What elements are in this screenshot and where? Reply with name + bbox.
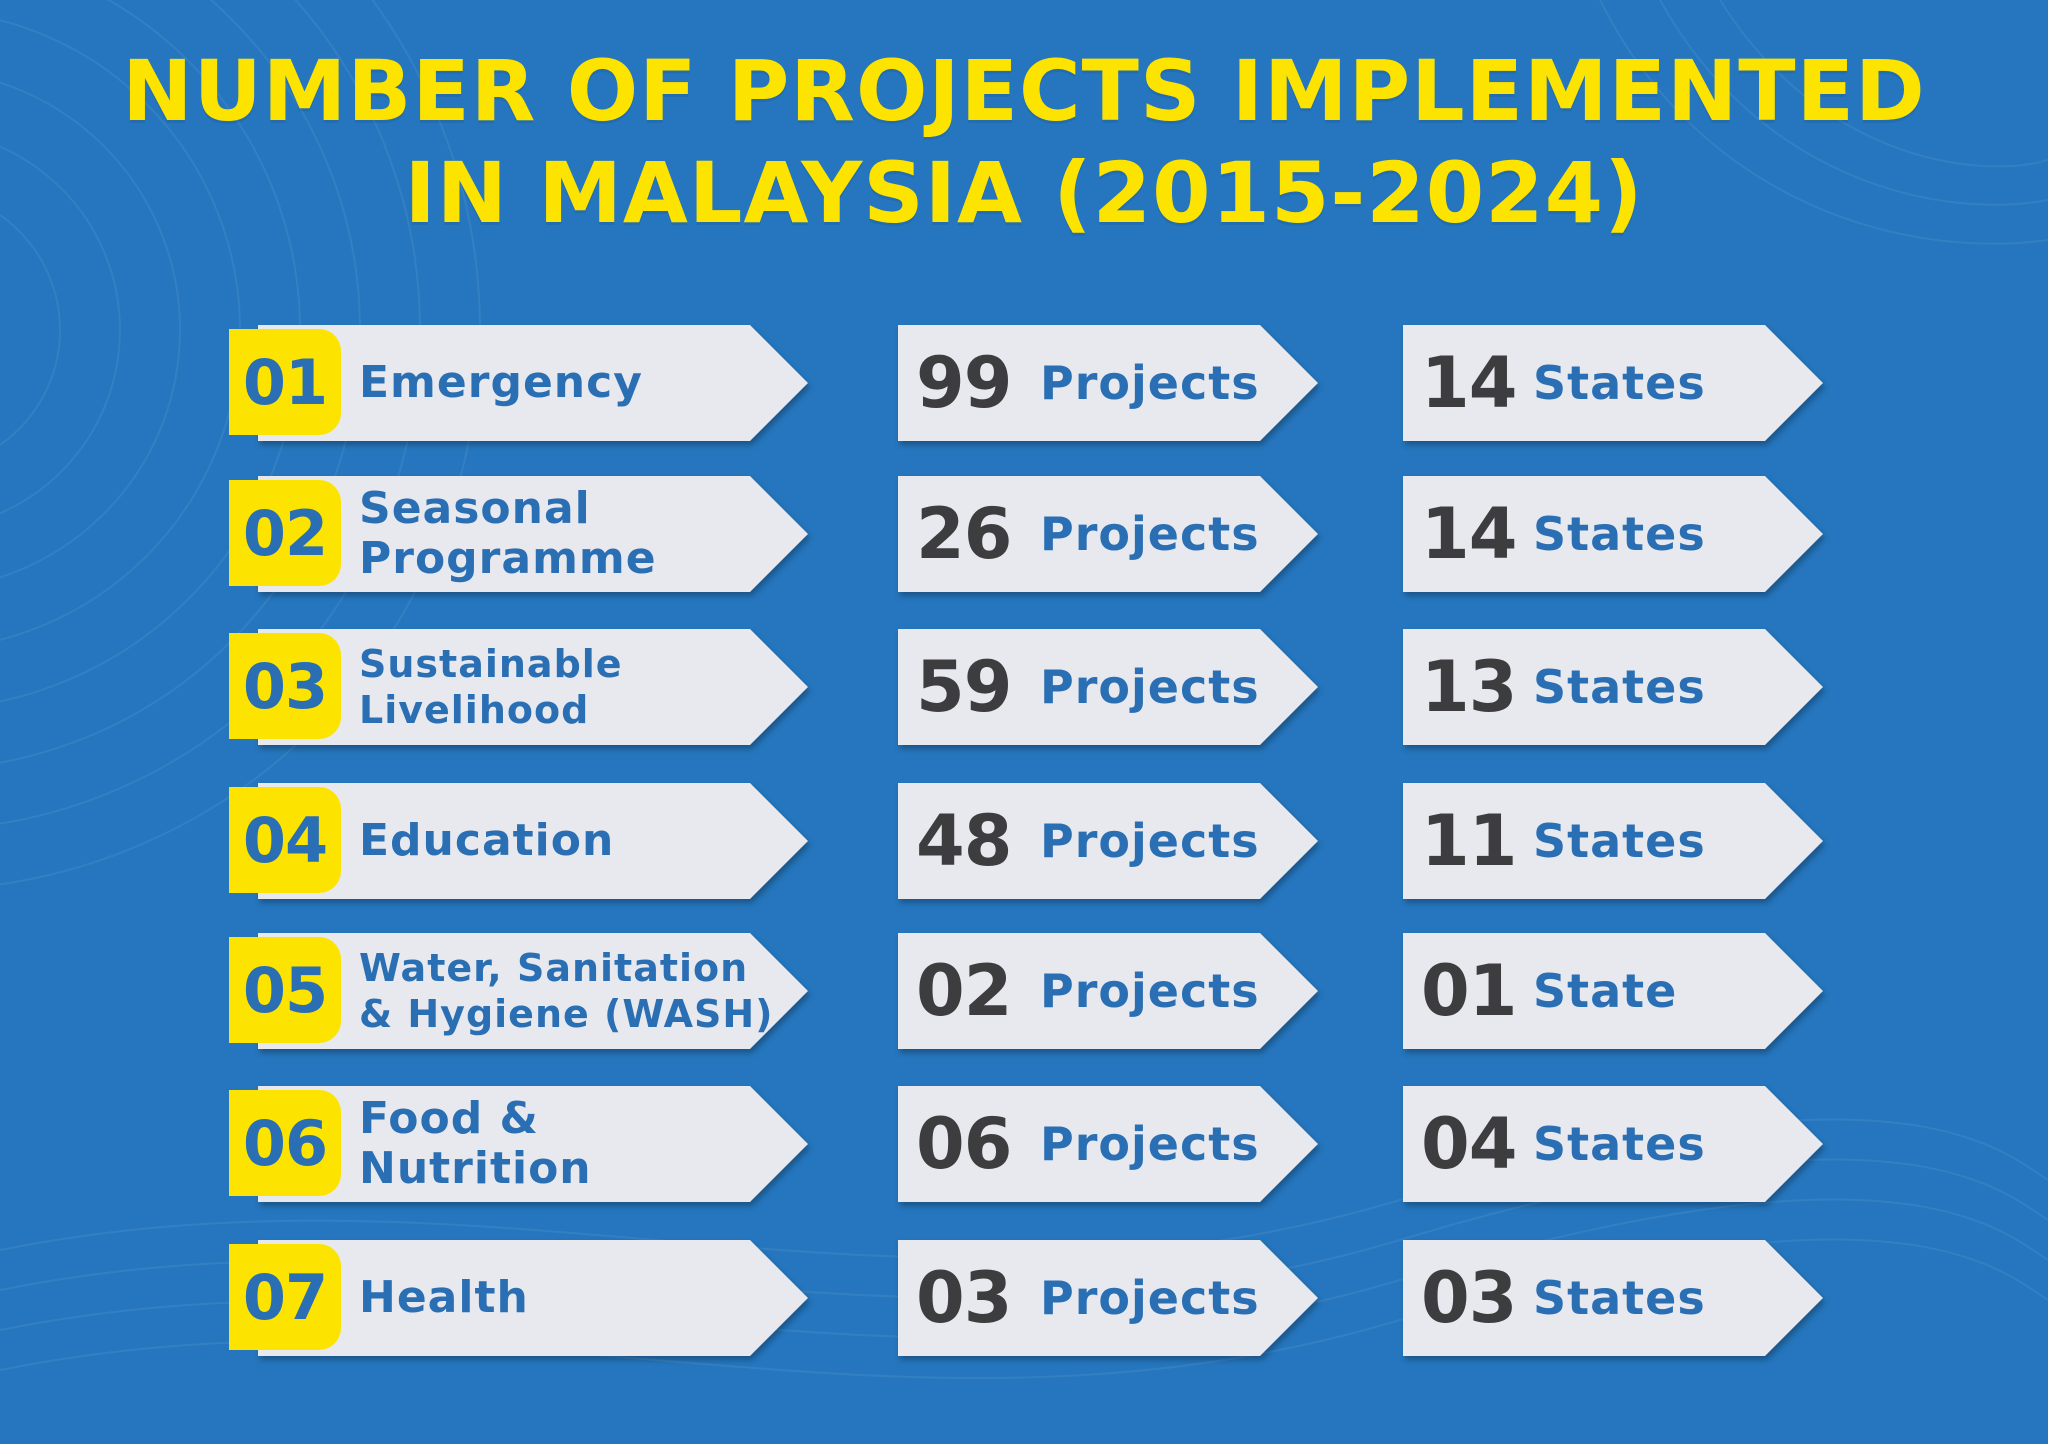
category-number-badge: 03 xyxy=(229,633,341,739)
arrow-shape xyxy=(898,933,1318,1049)
states-unit-label: States xyxy=(1533,356,1706,410)
states-count: 14 xyxy=(1421,342,1517,424)
states-unit-label: State xyxy=(1533,964,1678,1018)
states-count: 14 xyxy=(1421,493,1517,575)
projects-count: 06 xyxy=(916,1103,1012,1185)
arrow-shape xyxy=(898,476,1318,592)
projects-card: 02 Projects xyxy=(898,933,1318,1049)
category-number-badge: 04 xyxy=(229,787,341,893)
category-number-badge: 02 xyxy=(229,480,341,586)
projects-unit-label: Projects xyxy=(1040,356,1260,410)
states-count: 13 xyxy=(1421,646,1517,728)
category-card: Food & Nutrition xyxy=(258,1086,808,1202)
arrow-shape xyxy=(1403,629,1823,745)
category-number-badge: 06 xyxy=(229,1090,341,1196)
arrow-shape xyxy=(258,933,808,1049)
arrow-shape xyxy=(258,1086,808,1202)
states-unit-label: States xyxy=(1533,1271,1706,1325)
arrow-shape xyxy=(1403,1240,1823,1356)
projects-count: 59 xyxy=(916,646,1012,728)
projects-unit-label: Projects xyxy=(1040,1117,1260,1171)
states-card: 14 States xyxy=(1403,325,1823,441)
projects-card: 26 Projects xyxy=(898,476,1318,592)
arrow-shape xyxy=(1403,325,1823,441)
table-row: 07 Health 03 Projects 03 States xyxy=(0,1240,2048,1356)
projects-unit-label: Projects xyxy=(1040,660,1260,714)
projects-card: 99 Projects xyxy=(898,325,1318,441)
page-title: NUMBER OF PROJECTS IMPLEMENTED IN MALAYS… xyxy=(0,40,2048,244)
category-card: Emergency xyxy=(258,325,808,441)
projects-count: 03 xyxy=(916,1257,1012,1339)
arrow-shape xyxy=(898,325,1318,441)
arrow-shape xyxy=(258,476,808,592)
arrow-shape xyxy=(1403,933,1823,1049)
arrow-shape xyxy=(1403,1086,1823,1202)
arrow-shape xyxy=(898,1240,1318,1356)
category-card: Sustainable Livelihood xyxy=(258,629,808,745)
arrow-shape xyxy=(258,783,808,899)
category-label: Education xyxy=(359,815,615,866)
table-row: 02 Seasonal Programme 26 Projects 14 Sta… xyxy=(0,476,2048,592)
states-unit-label: States xyxy=(1533,1117,1706,1171)
states-card: 14 States xyxy=(1403,476,1823,592)
category-card: Water, Sanitation & Hygiene (WASH) xyxy=(258,933,808,1049)
category-label: Seasonal Programme xyxy=(359,483,657,584)
arrow-shape xyxy=(898,783,1318,899)
arrow-shape xyxy=(898,629,1318,745)
states-card: 03 States xyxy=(1403,1240,1823,1356)
projects-card: 48 Projects xyxy=(898,783,1318,899)
arrow-shape xyxy=(1403,783,1823,899)
arrow-shape xyxy=(898,1086,1318,1202)
states-count: 04 xyxy=(1421,1103,1517,1185)
states-count: 11 xyxy=(1421,800,1517,882)
category-label: Food & Nutrition xyxy=(359,1093,592,1194)
projects-count: 02 xyxy=(916,950,1012,1032)
states-card: 11 States xyxy=(1403,783,1823,899)
category-card: Seasonal Programme xyxy=(258,476,808,592)
table-row: 05 Water, Sanitation & Hygiene (WASH) 02… xyxy=(0,933,2048,1049)
states-count: 01 xyxy=(1421,950,1517,1032)
category-label: Sustainable Livelihood xyxy=(359,642,623,732)
states-unit-label: States xyxy=(1533,814,1706,868)
states-card: 04 States xyxy=(1403,1086,1823,1202)
projects-unit-label: Projects xyxy=(1040,814,1260,868)
category-number-badge: 01 xyxy=(229,329,341,435)
category-label: Emergency xyxy=(359,357,643,408)
projects-count: 48 xyxy=(916,800,1012,882)
category-label: Water, Sanitation & Hygiene (WASH) xyxy=(359,946,774,1036)
projects-unit-label: Projects xyxy=(1040,507,1260,561)
projects-card: 59 Projects xyxy=(898,629,1318,745)
category-label: Health xyxy=(359,1272,529,1323)
projects-count: 26 xyxy=(916,493,1012,575)
states-card: 13 States xyxy=(1403,629,1823,745)
states-unit-label: States xyxy=(1533,660,1706,714)
category-number-badge: 07 xyxy=(229,1244,341,1350)
projects-card: 03 Projects xyxy=(898,1240,1318,1356)
table-row: 06 Food & Nutrition 06 Projects 04 State… xyxy=(0,1086,2048,1202)
projects-count: 99 xyxy=(916,342,1012,424)
title-line-2: IN MALAYSIA (2015-2024) xyxy=(404,144,1644,242)
category-card: Education xyxy=(258,783,808,899)
title-line-1: NUMBER OF PROJECTS IMPLEMENTED xyxy=(122,42,1926,140)
states-card: 01 State xyxy=(1403,933,1823,1049)
arrow-shape xyxy=(258,325,808,441)
projects-unit-label: Projects xyxy=(1040,964,1260,1018)
category-number-badge: 05 xyxy=(229,937,341,1043)
arrow-shape xyxy=(258,1240,808,1356)
states-count: 03 xyxy=(1421,1257,1517,1339)
category-card: Health xyxy=(258,1240,808,1356)
table-row: 03 Sustainable Livelihood 59 Projects 13… xyxy=(0,629,2048,745)
table-row: 04 Education 48 Projects 11 States xyxy=(0,783,2048,899)
table-row: 01 Emergency 99 Projects 14 States xyxy=(0,325,2048,441)
arrow-shape xyxy=(1403,476,1823,592)
projects-card: 06 Projects xyxy=(898,1086,1318,1202)
projects-unit-label: Projects xyxy=(1040,1271,1260,1325)
states-unit-label: States xyxy=(1533,507,1706,561)
arrow-shape xyxy=(258,629,808,745)
